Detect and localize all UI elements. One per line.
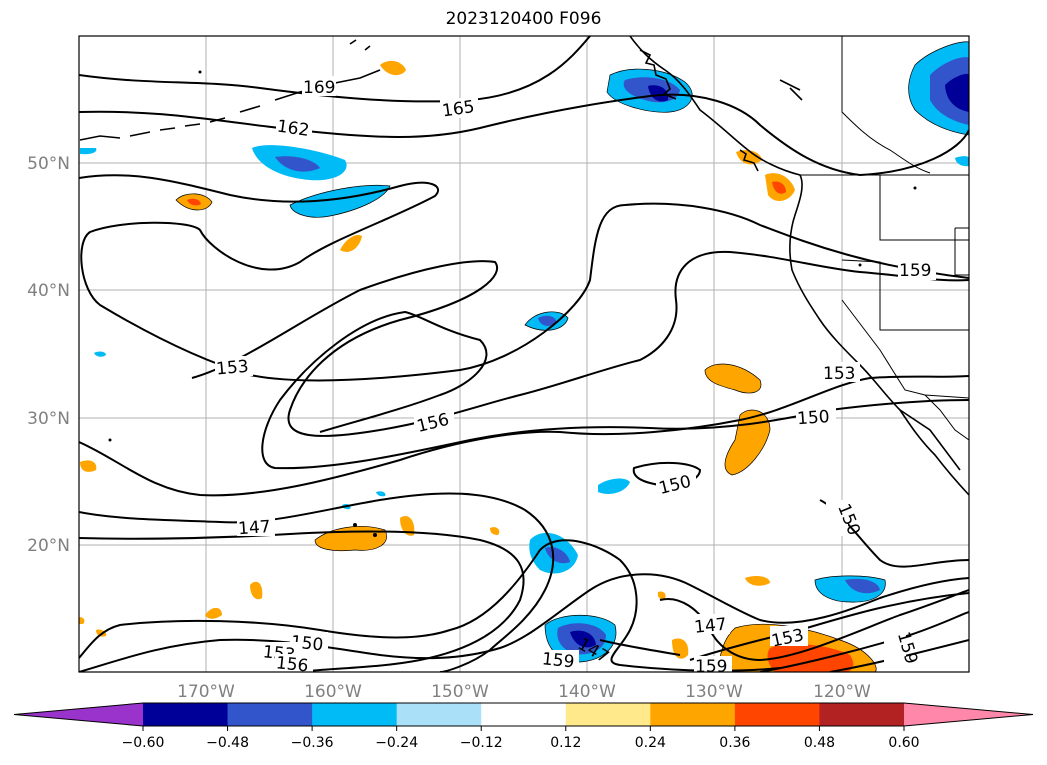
map-title: 2023120400 F096	[445, 9, 602, 29]
lat-label: 30°N	[27, 409, 70, 429]
lon-label: 160°W	[304, 682, 362, 702]
colorbar-bin	[312, 703, 398, 726]
lat-label: 20°N	[27, 536, 70, 556]
borders	[800, 36, 969, 441]
colorbar-bin	[819, 703, 905, 726]
lon-labels: 170°W 160°W 150°W 140°W 130°W 120°W	[177, 682, 871, 702]
colorbar-bin	[143, 703, 229, 726]
coastlines	[79, 36, 969, 496]
colorbar-bin	[734, 703, 820, 726]
lat-label: 40°N	[27, 281, 70, 301]
contour-label: 165	[441, 97, 476, 121]
contour-label: 147	[237, 517, 271, 539]
contour-label: 153	[215, 357, 249, 380]
colorbar-tick-label: 0.12	[550, 735, 581, 751]
islands	[108, 70, 917, 537]
height-contours	[79, 36, 969, 672]
contour-label: 159	[695, 657, 727, 677]
map-frame	[78, 35, 970, 673]
colorbar: −0.60 −0.48 −0.36 −0.24 −0.12 0.12 0.24 0.36 0.4…	[13, 702, 1034, 751]
colorbar-bin	[227, 703, 313, 726]
colorbar-tick-label: 0.24	[635, 735, 666, 751]
lat-label: 50°N	[27, 154, 70, 174]
contour-label: 162	[276, 117, 311, 141]
colorbar-tick-label: −0.24	[375, 735, 418, 751]
colorbar-tick-label: −0.36	[291, 735, 334, 751]
colorbar-tick-label: −0.60	[122, 735, 165, 751]
colorbar-tick-label: −0.12	[460, 735, 503, 751]
map-area	[79, 36, 969, 672]
lon-label: 170°W	[177, 682, 235, 702]
colorbar-bin	[650, 703, 736, 726]
contour-label: 159	[541, 649, 575, 672]
lon-label: 120°W	[813, 682, 871, 702]
colorbar-tick-label: 0.36	[719, 735, 750, 751]
lon-label: 150°W	[431, 682, 489, 702]
contour-labels: 169 162 165 159 153 156 150 153 150 150 …	[215, 78, 932, 677]
contour-label: 150	[796, 407, 830, 429]
anomaly-fill-patches	[79, 41, 969, 672]
colorbar-bin	[565, 703, 651, 726]
contour-label: 156	[275, 653, 309, 676]
contour-label: 153	[823, 364, 855, 384]
lon-label: 140°W	[558, 682, 616, 702]
contour-label: 147	[693, 615, 727, 638]
colorbar-extend-low	[14, 703, 143, 726]
colorbar-bin	[481, 703, 567, 726]
colorbar-tick-label: −0.48	[206, 735, 249, 751]
colorbar-extend-high	[904, 703, 1033, 726]
colorbar-tick-label: 0.60	[888, 735, 919, 751]
colorbar-tick-label: 0.48	[804, 735, 835, 751]
contour-label: 169	[303, 78, 335, 98]
lon-label: 130°W	[685, 682, 743, 702]
contour-label: 159	[899, 261, 931, 281]
lat-labels: 50°N 40°N 30°N 20°N	[27, 154, 70, 556]
colorbar-bin	[396, 703, 482, 726]
fill-outlines	[175, 41, 969, 672]
